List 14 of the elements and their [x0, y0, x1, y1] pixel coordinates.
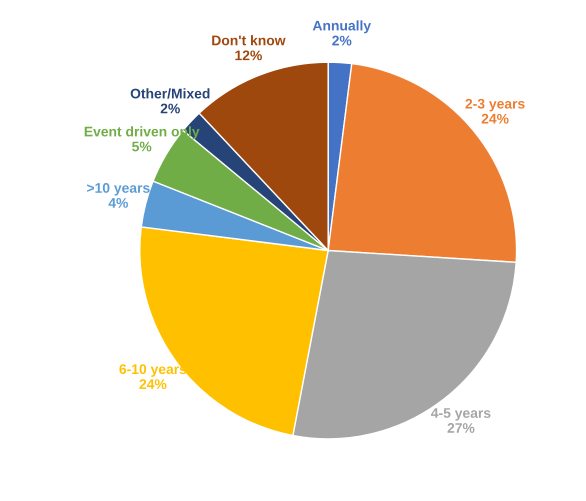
data-label: 24%	[482, 114, 509, 124]
data-label: 5%	[132, 142, 152, 152]
slice-label: Other/Mixed	[130, 88, 210, 99]
data-label: 24%	[139, 379, 166, 390]
data-label: 12%	[235, 50, 262, 60]
slice-label: Don't know	[212, 35, 286, 46]
slice-label: 2-3 years	[465, 98, 525, 112]
data-label: 2%	[332, 36, 352, 46]
slice-label: Annually	[312, 20, 372, 34]
data-label: 27%	[448, 423, 474, 433]
slice-label: 4-5 years	[431, 408, 490, 421]
slice-label: >10 years	[87, 183, 150, 196]
data-label: 4%	[108, 198, 128, 208]
data-label: 2%	[160, 104, 180, 114]
